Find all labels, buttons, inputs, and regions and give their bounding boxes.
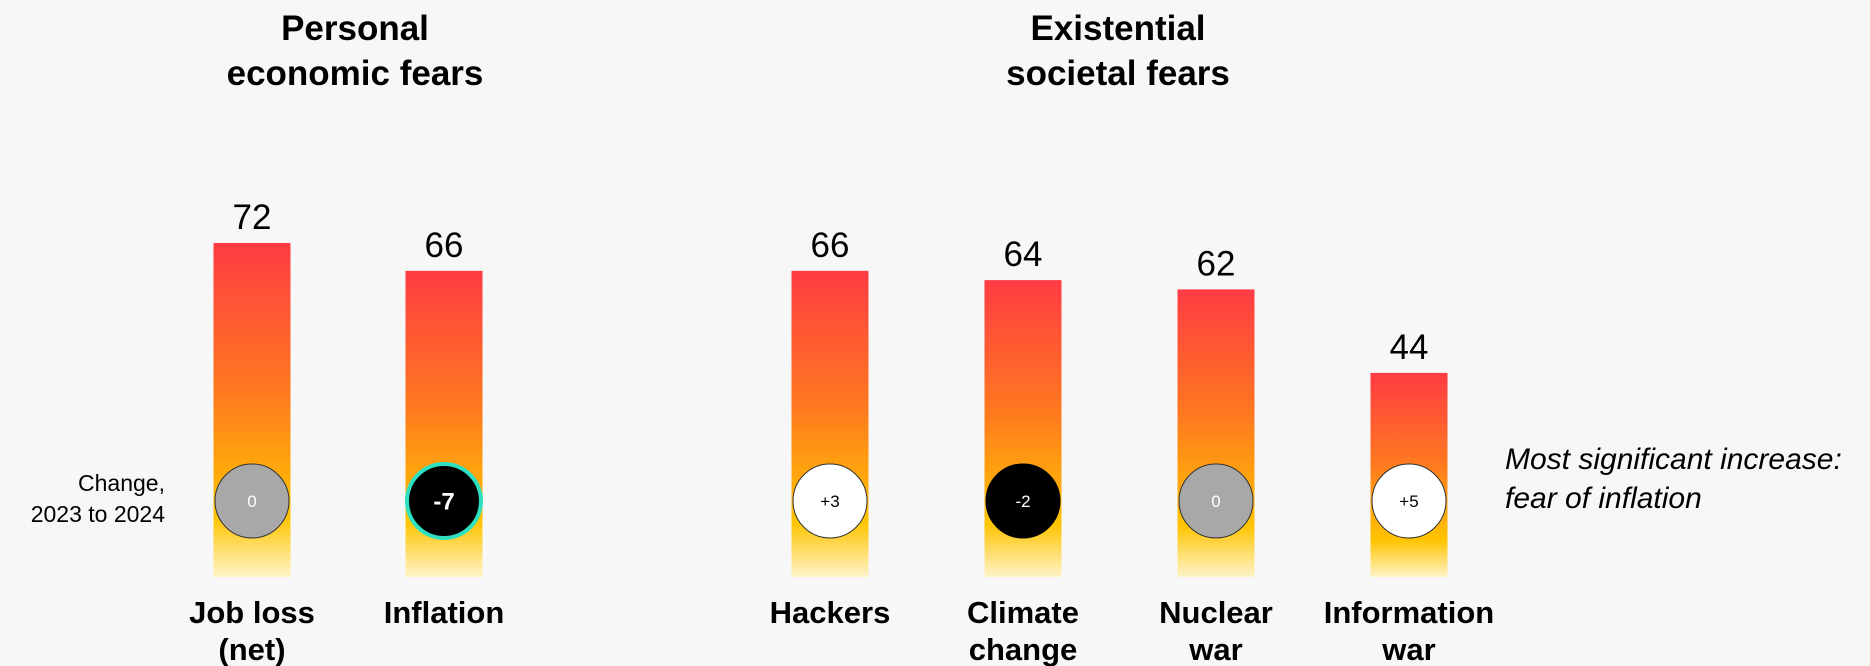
annotation-line2: fear of inflation <box>1505 482 1702 515</box>
group-title-personal: Personal economic fears <box>145 6 565 96</box>
category-label-5-line2: war <box>1381 632 1435 666</box>
group-title-existential-line1: Existential <box>1030 9 1206 48</box>
group-title-personal-line1: Personal <box>281 9 429 48</box>
category-label-1: Inflation <box>384 595 505 630</box>
change-marker-2 <box>792 463 868 539</box>
category-label-3-line2: change <box>969 632 1078 666</box>
change-axis-label-line1: Change, <box>78 470 165 496</box>
value-label-3: 64 <box>1004 235 1043 274</box>
annotation-line1: Most significant increase: <box>1505 443 1842 476</box>
change-label-4: 0 <box>1211 492 1220 511</box>
value-label-1: 66 <box>425 226 464 265</box>
category-label-0: Job loss <box>189 595 315 630</box>
change-axis-label: Change, 2023 to 2024 <box>0 468 165 530</box>
annotation-note: Most significant increase: fear of infla… <box>1505 440 1870 518</box>
change-marker-4 <box>1178 463 1254 539</box>
change-marker-0 <box>214 463 290 539</box>
category-label-0-line2: (net) <box>218 632 285 666</box>
category-label-3: Climate <box>967 595 1079 630</box>
change-marker-1 <box>405 462 483 540</box>
category-label-5: Information <box>1324 595 1495 630</box>
change-label-1: -7 <box>433 489 454 516</box>
category-label-4: Nuclear <box>1159 595 1273 630</box>
change-label-2: +3 <box>820 492 839 511</box>
category-label-4-line2: war <box>1188 632 1242 666</box>
change-label-0: 0 <box>247 492 256 511</box>
group-title-existential: Existential societal fears <box>908 6 1328 96</box>
value-label-5: 44 <box>1390 328 1429 367</box>
change-label-5: +5 <box>1399 492 1418 511</box>
group-title-personal-line2: economic fears <box>226 54 484 93</box>
change-label-3: -2 <box>1015 492 1030 511</box>
change-marker-5 <box>1371 463 1447 539</box>
category-label-2: Hackers <box>770 595 891 630</box>
value-label-2: 66 <box>811 226 850 265</box>
value-label-0: 72 <box>233 198 272 237</box>
group-title-existential-line2: societal fears <box>1006 54 1230 93</box>
change-axis-label-line2: 2023 to 2024 <box>30 501 165 527</box>
value-label-4: 62 <box>1197 244 1236 283</box>
change-marker-3 <box>985 463 1061 539</box>
